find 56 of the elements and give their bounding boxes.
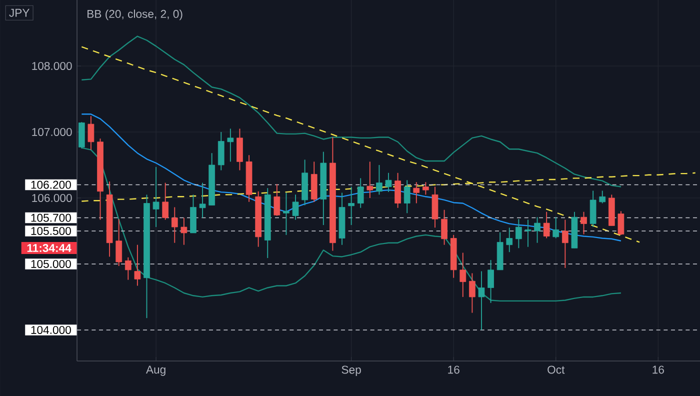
- candlestick: [599, 190, 606, 204]
- candlestick: [590, 190, 596, 228]
- x-tick-label: 16: [652, 366, 664, 374]
- candlestick: [422, 182, 429, 196]
- candlestick: [385, 172, 392, 193]
- text: 11:34:44: [27, 244, 72, 252]
- candlestick: [404, 180, 410, 214]
- candlestick: [506, 227, 513, 253]
- ref-line-label: 106.200: [31, 180, 71, 189]
- candlestick: [534, 216, 540, 244]
- candlestick: [516, 218, 522, 249]
- candlestick: [524, 219, 532, 248]
- ref-line-label: 104.000: [31, 326, 71, 334]
- candlestick: [562, 219, 568, 268]
- ref-line-label: 105.500: [31, 226, 71, 235]
- candlestick: [618, 210, 624, 236]
- candlestick: [162, 182, 169, 220]
- y-tick-label: 108.000: [32, 62, 72, 70]
- candlestick: [478, 270, 485, 330]
- x-tick-label: Aug: [146, 366, 166, 376]
- candlestick: [171, 206, 178, 244]
- candlestick: [580, 211, 587, 235]
- candlestick: [413, 182, 420, 204]
- candlestick: [552, 216, 560, 239]
- candlestick: [88, 116, 94, 150]
- candlestick: [376, 164, 382, 196]
- text: BB (20, close, 2, 0): [88, 10, 182, 20]
- candlestick: [124, 256, 132, 280]
- ref-line-label: 105.700: [31, 214, 71, 222]
- x-tick-label: 16: [448, 366, 460, 374]
- candlestick: [283, 192, 290, 236]
- text: JPY: [9, 8, 30, 17]
- candlestick: [366, 161, 374, 198]
- candlestick: [460, 252, 466, 298]
- candlestick: [236, 128, 243, 171]
- candlestick: [180, 217, 188, 246]
- candlestick: [394, 172, 401, 208]
- candlestick: [116, 218, 122, 266]
- candlestick: [218, 132, 224, 171]
- candlestick: [543, 211, 550, 239]
- candlestick: [348, 186, 354, 226]
- candlestick: [488, 260, 494, 304]
- candlestick: [199, 182, 206, 218]
- x-tick-label: Sep: [342, 366, 361, 376]
- y-tick-label: 107.000: [32, 128, 72, 136]
- candlestick: [441, 209, 448, 246]
- candlestick: [227, 128, 234, 162]
- ref-line-label: 105.000: [31, 260, 71, 268]
- candlestick: [357, 178, 364, 208]
- y-tick-label: 106.000: [32, 194, 72, 202]
- candlestick: [469, 272, 476, 314]
- candlestick: [152, 166, 160, 228]
- candlestick: [292, 194, 299, 220]
- x-tick-label: Oct: [548, 366, 565, 374]
- candlestick: [274, 184, 280, 216]
- candlestick: [134, 244, 141, 286]
